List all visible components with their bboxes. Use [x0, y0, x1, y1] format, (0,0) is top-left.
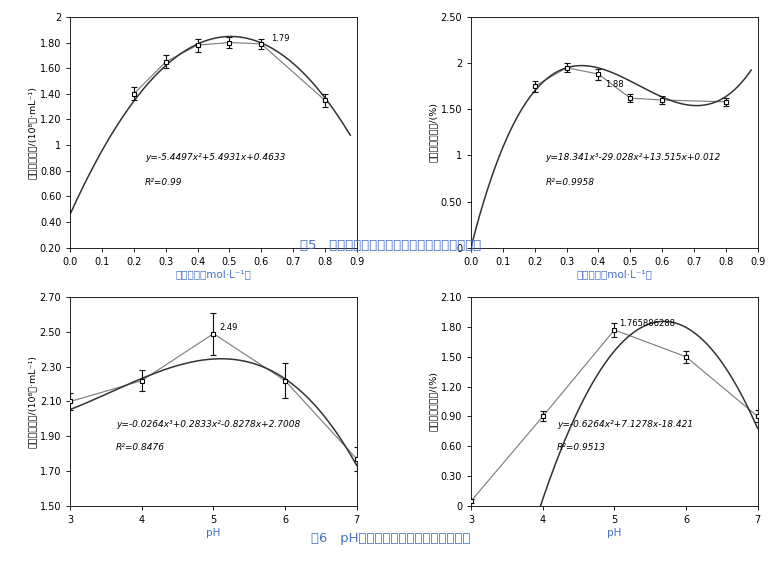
Y-axis label: 原生质体再生率/(%): 原生质体再生率/(%) — [429, 372, 438, 431]
Y-axis label: 原生质体产量/(10⁸个·mL⁻¹): 原生质体产量/(10⁸个·mL⁻¹) — [28, 86, 37, 179]
X-axis label: 渗透压／（mol·L⁻¹）: 渗透压／（mol·L⁻¹） — [176, 270, 251, 280]
Text: 2.49: 2.49 — [219, 323, 237, 332]
Text: R²=0.8476: R²=0.8476 — [116, 443, 165, 452]
Text: 图5   稳渗剂浓度对原生质体产量与再生率的影响: 图5 稳渗剂浓度对原生质体产量与再生率的影响 — [300, 239, 481, 252]
X-axis label: pH: pH — [607, 528, 622, 537]
Text: y=-0.0264x³+0.2833x²-0.8278x+2.7008: y=-0.0264x³+0.2833x²-0.8278x+2.7008 — [116, 420, 301, 429]
Text: y=18.341x³-29.028x²+13.515x+0.012: y=18.341x³-29.028x²+13.515x+0.012 — [546, 153, 721, 162]
Text: y=-0.6264x²+7.1278x-18.421: y=-0.6264x²+7.1278x-18.421 — [557, 420, 694, 429]
Y-axis label: 原生质体产量/(10⁸个·mL⁻¹): 原生质体产量/(10⁸个·mL⁻¹) — [28, 355, 37, 448]
Text: R²=0.99: R²=0.99 — [144, 178, 182, 187]
Text: 图6   pH对原生质体产量与再生率的影响: 图6 pH对原生质体产量与再生率的影响 — [311, 532, 470, 545]
Text: 1.765886288: 1.765886288 — [619, 319, 675, 328]
Text: R²=0.9958: R²=0.9958 — [546, 178, 594, 187]
Text: 1.88: 1.88 — [604, 80, 623, 89]
X-axis label: pH: pH — [206, 528, 221, 537]
Text: 1.79: 1.79 — [271, 34, 289, 43]
Text: R²=0.9513: R²=0.9513 — [557, 443, 606, 452]
Y-axis label: 原生质体再生率/(%): 原生质体再生率/(%) — [429, 102, 438, 162]
Text: y=-5.4497x²+5.4931x+0.4633: y=-5.4497x²+5.4931x+0.4633 — [144, 153, 285, 162]
X-axis label: 渗透压／（mol·L⁻¹）: 渗透压／（mol·L⁻¹） — [576, 270, 652, 280]
